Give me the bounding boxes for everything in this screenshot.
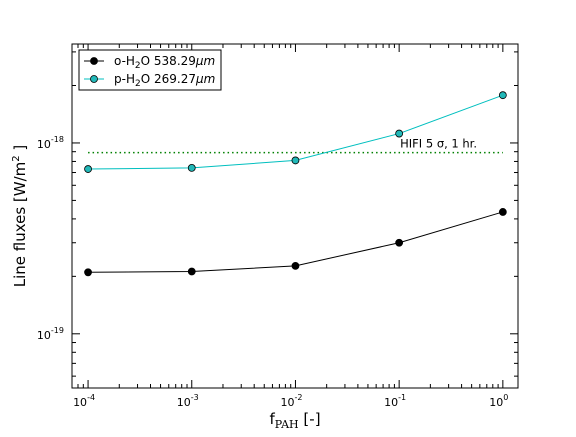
data-point-series-0 xyxy=(498,208,507,216)
x-axis-label: fPAH [-] xyxy=(269,410,320,431)
data-point-series-0 xyxy=(395,238,404,247)
x-tick-label: 10-3 xyxy=(177,393,199,409)
data-point-series-0 xyxy=(291,261,300,270)
legend-label-o-h2o: o-H2O 538.29μm xyxy=(114,54,215,71)
data-point-series-1 xyxy=(291,156,300,165)
axes-frame xyxy=(71,43,519,389)
legend-swatch-marker xyxy=(90,75,98,83)
legend: o-H2O 538.29μm p-H2O 269.27μm xyxy=(78,49,222,91)
data-point-series-1 xyxy=(187,164,196,172)
legend-label-p-h2o: p-H2O 269.27μm xyxy=(114,72,215,89)
y-axis-label: Line fluxes [W/m2 ] xyxy=(11,145,29,288)
data-point-series-1 xyxy=(84,165,92,173)
y-tick-label: 10-19 xyxy=(37,326,64,342)
tick-labels: 10-4 10-3 10-2 10-1 100 10-19 10-18 xyxy=(37,135,508,409)
y-tick-label: 10-18 xyxy=(37,135,64,151)
tick-marks xyxy=(71,44,518,388)
x-tick-label: 100 xyxy=(489,393,508,409)
legend-entry-p-h2o: p-H2O 269.27μm xyxy=(84,72,215,89)
legend-entry-o-h2o: o-H2O 538.29μm xyxy=(84,54,215,71)
legend-box xyxy=(78,49,222,91)
x-tick-label: 10-2 xyxy=(280,393,302,409)
data-point-series-0 xyxy=(84,268,92,277)
data-point-series-1 xyxy=(498,91,507,100)
legend-swatch-marker xyxy=(90,57,98,65)
data-point-series-0 xyxy=(187,267,196,276)
reference-line-label: HIFI 5 σ, 1 hr. xyxy=(400,137,477,151)
x-tick-label: 10-1 xyxy=(384,393,406,409)
series-group xyxy=(84,91,507,277)
x-tick-label: 10-4 xyxy=(73,393,95,409)
data-point-series-1 xyxy=(395,129,404,138)
